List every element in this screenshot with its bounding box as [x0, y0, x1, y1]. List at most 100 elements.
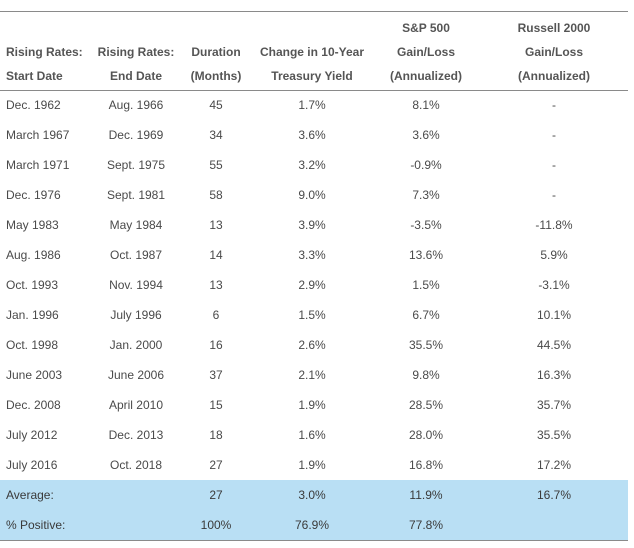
header-duration: Duration (Months) [180, 12, 252, 91]
cell-duration: 14 [209, 248, 223, 262]
rising-rates-table: Rising Rates: Start Date Rising Rates: E… [0, 12, 628, 540]
table-row: Oct. 1993 Nov. 1994 13 2.9% 1.5% -3.1% [0, 270, 628, 300]
table-body: Dec. 1962 Aug. 1966 45 1.7% 8.1% - March 1967 D… [0, 90, 628, 540]
cell-duration: 15 [209, 398, 223, 412]
cell-end-date: Nov. 1994 [109, 278, 163, 292]
cell-start-date: March 1967 [6, 128, 70, 142]
cell-duration: 34 [209, 128, 223, 142]
summary-row: Average: 27 3.0% 11.9% 16.7% [0, 480, 628, 510]
cell-treasury-yield-change: 76.9% [294, 518, 330, 532]
cell-duration: 16 [209, 338, 223, 352]
cell-duration: 55 [209, 158, 223, 172]
cell-start-date: Dec. 1976 [6, 188, 61, 202]
table-row: Oct. 1998 Jan. 2000 16 2.6% 35.5% 44.5% [0, 330, 628, 360]
header-sp500: S&P 500 Gain/Loss (Annualized) [372, 12, 480, 91]
table-row: Dec. 2008 April 2010 15 1.9% 28.5% 35.7% [0, 390, 628, 420]
cell-treasury-yield-change: 2.9% [298, 278, 326, 292]
cell-start-date: Jan. 1996 [6, 308, 59, 322]
table-row: March 1971 Sept. 1975 55 3.2% -0.9% - [0, 150, 628, 180]
cell-treasury-yield-change: 9.0% [298, 188, 326, 202]
cell-sp500-gain: 13.6% [408, 248, 444, 262]
cell-end-date: May 1984 [109, 218, 163, 232]
header-start-date: Rising Rates: Start Date [0, 12, 92, 91]
cell-russell-2000-gain: -3.1% [538, 278, 570, 292]
cell-start-date: July 2016 [6, 458, 58, 472]
cell-russell-2000-gain: 16.3% [536, 368, 572, 382]
cell-sp500-gain: 6.7% [412, 308, 440, 322]
header-row: Rising Rates: Start Date Rising Rates: E… [0, 12, 628, 91]
table-row: June 2003 June 2006 37 2.1% 9.8% 16.3% [0, 360, 628, 390]
table-row: Aug. 1986 Oct. 1987 14 3.3% 13.6% 5.9% [0, 240, 628, 270]
cell-russell-2000-gain: - [552, 128, 556, 142]
cell-treasury-yield-change: 3.9% [298, 218, 326, 232]
cell-start-date: Aug. 1986 [6, 248, 61, 262]
cell-start-date: Average: [6, 488, 54, 502]
cell-russell-2000-gain: 16.7% [536, 488, 572, 502]
cell-sp500-gain: 1.5% [412, 278, 440, 292]
cell-end-date: June 2006 [107, 368, 165, 382]
cell-treasury-yield-change: 3.3% [298, 248, 326, 262]
cell-end-date: Sept. 1981 [106, 188, 166, 202]
cell-end-date: July 1996 [110, 308, 162, 322]
cell-russell-2000-gain: 5.9% [540, 248, 568, 262]
cell-duration: 37 [209, 368, 223, 382]
cell-treasury-yield-change: 1.9% [298, 398, 326, 412]
cell-end-date [92, 510, 180, 540]
table-row: July 2016 Oct. 2018 27 1.9% 16.8% 17.2% [0, 450, 628, 480]
cell-russell-2000-gain: -11.8% [535, 218, 573, 232]
cell-sp500-gain: 3.6% [412, 128, 440, 142]
cell-duration: 27 [209, 458, 223, 472]
cell-duration: 13 [209, 218, 223, 232]
cell-russell-2000-gain: - [552, 158, 556, 172]
table-row: Dec. 1962 Aug. 1966 45 1.7% 8.1% - [0, 90, 628, 120]
cell-end-date: Dec. 2013 [108, 428, 164, 442]
table-row: Jan. 1996 July 1996 6 1.5% 6.7% 10.1% [0, 300, 628, 330]
cell-start-date: May 1983 [6, 218, 59, 232]
header-treasury-yield: Change in 10-Year Treasury Yield [252, 12, 372, 91]
top-rule [0, 11, 628, 12]
cell-end-date: Oct. 1987 [109, 248, 163, 262]
cell-end-date [92, 480, 180, 510]
summary-row: % Positive: 100% 76.9% 77.8% [0, 510, 628, 540]
cell-russell-2000-gain: 44.5% [536, 338, 572, 352]
cell-duration: 58 [209, 188, 223, 202]
cell-start-date: June 2003 [6, 368, 63, 382]
cell-russell-2000-gain: 10.1% [536, 308, 572, 322]
table-row: July 2012 Dec. 2013 18 1.6% 28.0% 35.5% [0, 420, 628, 450]
cell-start-date: Dec. 2008 [6, 398, 61, 412]
cell-duration: 45 [209, 98, 223, 113]
cell-sp500-gain: 77.8% [408, 518, 444, 532]
cell-russell-2000-gain [480, 510, 628, 540]
header-end-date: Rising Rates: End Date [92, 12, 180, 91]
cell-end-date: Dec. 1969 [108, 128, 164, 142]
table-row: Dec. 1976 Sept. 1981 58 9.0% 7.3% - [0, 180, 628, 210]
cell-sp500-gain: 8.1% [412, 98, 440, 113]
cell-treasury-yield-change: 3.6% [298, 128, 326, 142]
cell-russell-2000-gain: 17.2% [536, 458, 572, 472]
cell-treasury-yield-change: 2.1% [298, 368, 326, 382]
cell-russell-2000-gain: - [552, 98, 556, 113]
cell-sp500-gain: -0.9% [410, 158, 442, 172]
cell-sp500-gain: 9.8% [412, 368, 440, 382]
table-row: March 1967 Dec. 1969 34 3.6% 3.6% - [0, 120, 628, 150]
cell-treasury-yield-change: 1.9% [298, 458, 326, 472]
cell-sp500-gain: 11.9% [409, 488, 443, 502]
cell-start-date: Oct. 1998 [6, 338, 59, 352]
cell-end-date: Aug. 1966 [108, 98, 164, 113]
cell-sp500-gain: 16.8% [408, 458, 444, 472]
cell-end-date: April 2010 [108, 398, 164, 412]
cell-treasury-yield-change: 3.0% [298, 488, 326, 502]
cell-russell-2000-gain: - [552, 188, 556, 202]
cell-end-date: Jan. 2000 [109, 338, 163, 352]
cell-duration: 13 [209, 278, 223, 292]
cell-start-date: Dec. 1962 [6, 98, 61, 113]
bottom-rule [0, 540, 628, 541]
cell-treasury-yield-change: 1.5% [298, 308, 326, 322]
cell-end-date: Sept. 1975 [106, 158, 166, 172]
cell-sp500-gain: 35.5% [408, 338, 444, 352]
cell-end-date: Oct. 2018 [109, 458, 163, 472]
table-row: May 1983 May 1984 13 3.9% -3.5% -11.8% [0, 210, 628, 240]
cell-start-date: July 2012 [6, 428, 58, 442]
cell-russell-2000-gain: 35.7% [536, 398, 572, 412]
